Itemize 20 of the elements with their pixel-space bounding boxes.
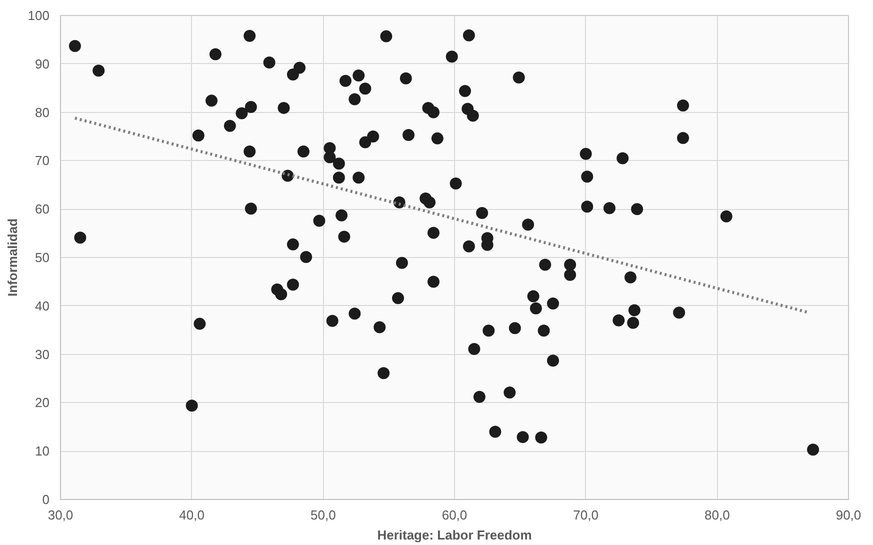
- x-tick-label: 30,0: [48, 508, 74, 522]
- x-tick-label: 40,0: [179, 508, 204, 522]
- y-tick-label: 30: [35, 346, 50, 362]
- y-tick-label: 50: [35, 250, 50, 265]
- y-tick-label: 40: [35, 298, 50, 314]
- y-tick-label: 70: [35, 153, 50, 168]
- x-tick-label: 70,0: [573, 508, 598, 522]
- x-axis-title: Heritage: Labor Freedom: [377, 528, 532, 542]
- y-axis-title: Informalidad: [4, 218, 20, 297]
- x-tick-label: 90,0: [836, 508, 862, 522]
- y-tick-label: 0: [42, 492, 50, 507]
- x-tick-label: 80,0: [704, 508, 730, 522]
- y-tick-label: 100: [28, 8, 50, 23]
- y-tick-label: 20: [35, 395, 50, 410]
- x-tick-label: 60,0: [442, 508, 468, 522]
- x-tick-label: 50,0: [310, 508, 336, 522]
- y-tick-label: 80: [35, 104, 50, 120]
- y-tick-label: 10: [35, 444, 50, 459]
- y-tick-label: 60: [35, 202, 50, 217]
- y-tick-label: 90: [35, 56, 50, 72]
